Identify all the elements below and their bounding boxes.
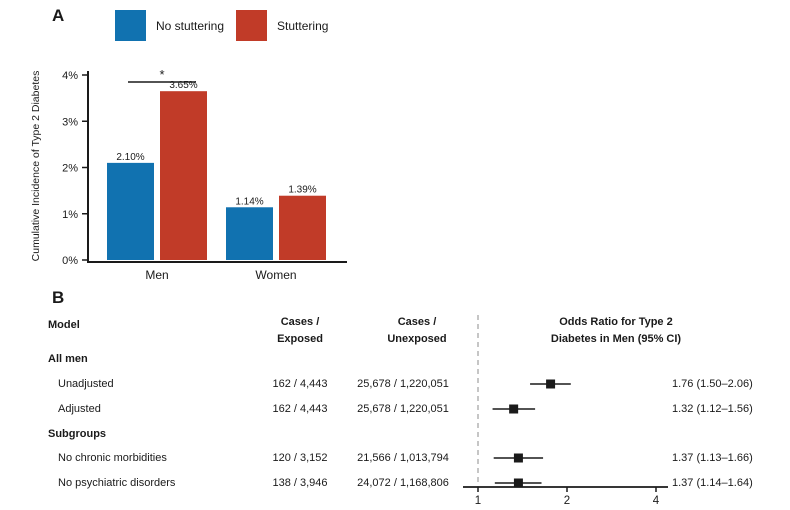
forest-x-tick-label: 4 <box>653 495 660 507</box>
legend-label-no-stuttering: No stuttering <box>156 18 225 33</box>
row-label: No psychiatric disorders <box>58 477 176 489</box>
x-category-label: Men <box>145 268 168 282</box>
or-text: 1.37 (1.13–1.66) <box>672 452 753 464</box>
column-header-cases-exposed-line2: Exposed <box>277 333 323 345</box>
column-header-cases-unexposed-line1: Cases / <box>397 316 437 328</box>
column-header-cases-exposed: Cases / Exposed <box>245 314 355 348</box>
cases-exposed-cell: 120 / 3,152 <box>272 452 328 464</box>
row-label: Unadjusted <box>58 378 114 390</box>
cases-exposed-cell: 162 / 4,443 <box>272 403 328 415</box>
y-tick-label: 4% <box>62 70 78 82</box>
column-header-cases-exposed-line1: Cases / <box>280 316 320 328</box>
forest-plot: 1 2 4 <box>463 315 668 507</box>
or-text: 1.32 (1.12–1.56) <box>672 403 753 415</box>
legend-swatch-no-stuttering <box>115 10 146 41</box>
bar-stuttering-women <box>279 195 326 260</box>
cases-exposed-cell: 138 / 3,946 <box>272 477 328 489</box>
or-text: 1.76 (1.50–2.06) <box>672 378 753 390</box>
row-label: No chronic morbidities <box>58 452 167 464</box>
bar-value-label: 1.39% <box>288 185 316 196</box>
panel-a-label: A <box>52 6 65 25</box>
bar-no-stuttering-women <box>226 207 273 260</box>
cases-unexposed-cell: 25,678 / 1,220,051 <box>357 378 449 390</box>
or-point <box>513 478 523 488</box>
column-header-odds-ratio-line2: Diabetes in Men (95% CI) <box>550 333 682 345</box>
bar-stuttering-men <box>160 91 207 260</box>
column-header-odds-ratio-line1: Odds Ratio for Type 2 <box>559 316 673 328</box>
bar-value-label: 3.65% <box>169 80 197 91</box>
column-header-odds-ratio: Odds Ratio for Type 2 Diabetes in Men (9… <box>486 314 746 348</box>
column-header-cases-unexposed-line2: Unexposed <box>387 333 447 345</box>
legend: No stuttering Stuttering <box>115 10 340 41</box>
forest-x-tick-label: 2 <box>564 495 570 507</box>
column-header-cases-unexposed: Cases / Unexposed <box>352 314 482 348</box>
legend-label-stuttering: Stuttering <box>277 18 329 33</box>
bar-value-label: 2.10% <box>116 152 144 163</box>
bar-chart: 0% 1% 2% 3% 4% Cumulative Incidence of Type 2… <box>30 67 347 282</box>
y-tick-label: 3% <box>62 116 78 128</box>
y-axis-title: Cumulative Incidence of Type 2 Diabetes <box>30 71 42 262</box>
or-point <box>513 453 523 463</box>
cases-unexposed-cell: 25,678 / 1,220,051 <box>357 403 449 415</box>
bar-value-label: 1.14% <box>235 196 263 207</box>
significance-star: * <box>159 67 164 82</box>
y-tick-label: 1% <box>62 209 78 221</box>
y-tick-label: 0% <box>62 255 78 267</box>
panel-b-label: B <box>52 288 65 307</box>
cases-unexposed-cell: 24,072 / 1,168,806 <box>357 477 449 489</box>
or-point <box>509 404 519 414</box>
x-category-label: Women <box>255 268 296 282</box>
forest-x-tick-label: 1 <box>475 495 481 507</box>
row-label: Adjusted <box>58 403 101 415</box>
bar-no-stuttering-men <box>107 162 154 260</box>
or-point <box>546 379 556 389</box>
or-text: 1.37 (1.14–1.64) <box>672 477 753 489</box>
legend-swatch-stuttering <box>236 10 268 41</box>
y-tick-label: 2% <box>62 163 78 175</box>
cases-exposed-cell: 162 / 4,443 <box>272 378 328 390</box>
section-label: Subgroups <box>48 428 107 440</box>
column-header-model: Model <box>48 319 80 331</box>
section-label: All men <box>48 353 88 365</box>
cases-unexposed-cell: 21,566 / 1,013,794 <box>357 452 449 464</box>
